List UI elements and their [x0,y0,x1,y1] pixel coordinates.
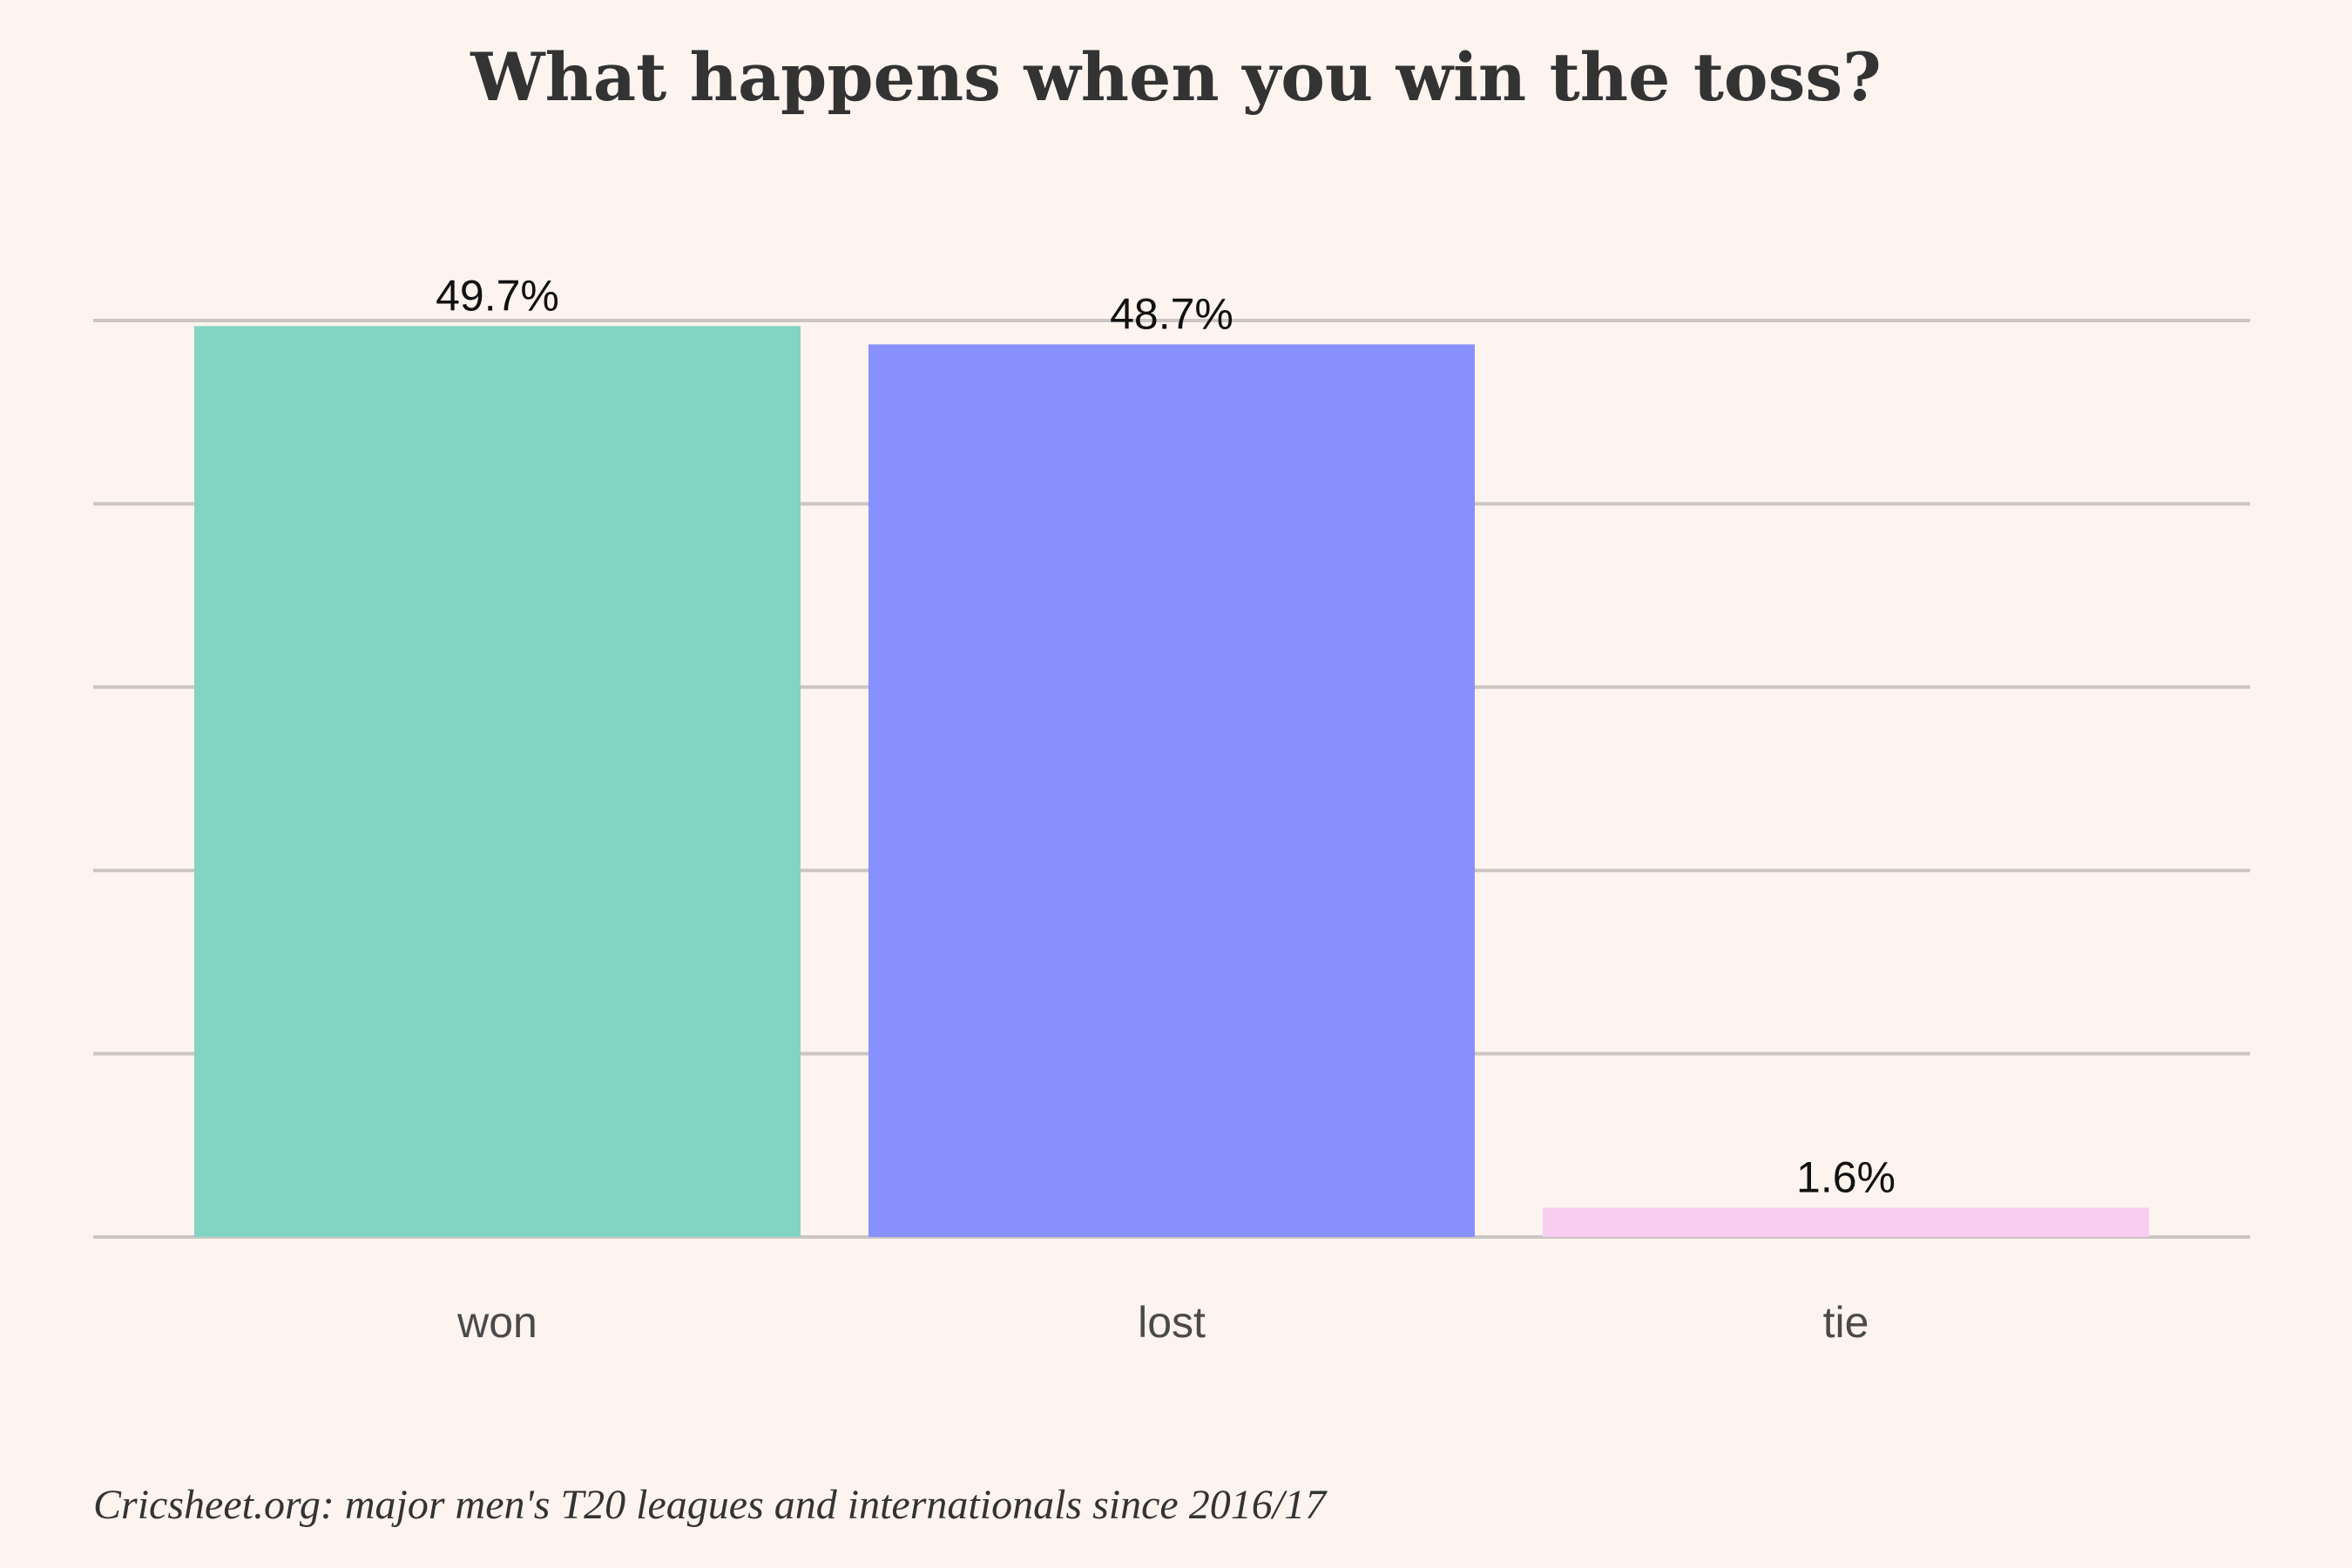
data-label-lost: 48.7% [1110,289,1233,338]
x-axis-ticks: won lost tie [456,1298,1869,1347]
bar-tie [1543,1207,2149,1237]
data-labels: 49.7% 48.7% 1.6% [436,271,1896,1201]
x-tick-lost: lost [1138,1298,1206,1347]
bar-lost [868,344,1475,1237]
chart-caption: Cricsheet.org: major men's T20 leagues a… [93,1482,1327,1528]
x-tick-tie: tie [1823,1298,1869,1347]
data-label-won: 49.7% [436,271,559,320]
bars [194,326,2149,1237]
bar-won [194,326,801,1237]
chart-title: What happens when you win the toss? [470,38,1882,116]
x-tick-won: won [456,1298,537,1347]
data-label-tie: 1.6% [1796,1152,1896,1201]
